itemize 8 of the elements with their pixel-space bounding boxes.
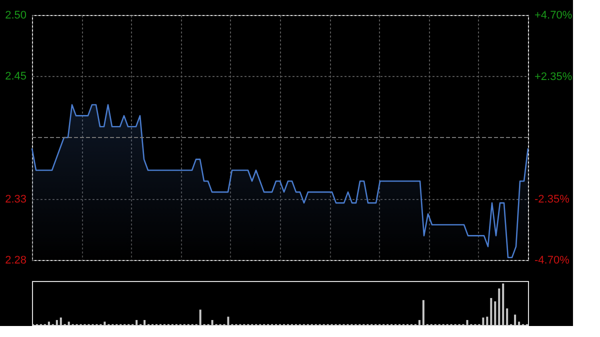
y2-tick-label: +4.70% [534, 10, 572, 22]
y-tick-label: 2.50 [5, 10, 26, 22]
y2-tick-label: -4.70% [534, 254, 570, 266]
y-tick-label: 2.28 [5, 254, 26, 266]
y-tick-label: 2.33 [5, 193, 26, 206]
y-tick-label: 2.45 [5, 70, 26, 83]
y2-tick-label: -2.35% [534, 193, 570, 206]
y2-tick-label: +2.35% [534, 70, 572, 83]
